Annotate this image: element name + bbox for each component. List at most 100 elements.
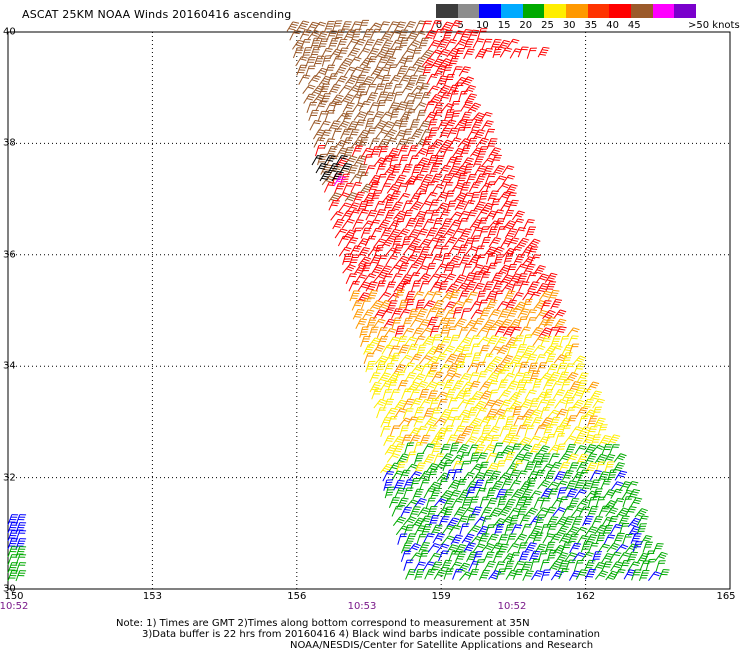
wind-barb	[535, 309, 547, 323]
wind-barb	[443, 459, 453, 473]
wind-barb	[392, 316, 402, 330]
wind-barb	[507, 236, 519, 250]
wind-barb	[579, 414, 589, 428]
wind-barb	[349, 279, 360, 293]
wind-barb	[332, 54, 343, 68]
wind-barb	[518, 436, 531, 450]
wind-barb	[525, 424, 534, 438]
latitude-label: 32	[3, 472, 16, 483]
wind-barb	[473, 200, 485, 214]
wind-barb	[406, 216, 417, 230]
wind-barb	[481, 236, 491, 250]
wind-barb	[428, 481, 441, 495]
wind-barb	[431, 523, 442, 537]
wind-barb	[393, 243, 403, 257]
wind-barb	[441, 102, 454, 116]
wind-barb	[473, 155, 483, 169]
wind-barb	[526, 225, 536, 239]
wind-barb	[494, 253, 504, 267]
wind-barb	[571, 506, 584, 520]
wind-barb	[434, 568, 446, 582]
wind-barb	[569, 380, 581, 394]
wind-barb	[510, 551, 520, 565]
wind-barb	[628, 488, 640, 502]
wind-barb	[545, 272, 557, 286]
wind-barb	[393, 515, 406, 529]
wind-barb	[479, 568, 490, 582]
wind-barb	[479, 415, 491, 429]
wind-barb	[404, 558, 414, 572]
wind-barb	[359, 136, 369, 150]
longitude-label: 153	[143, 591, 162, 602]
wind-barb	[469, 567, 480, 581]
wind-barb	[461, 381, 473, 395]
wind-barb	[381, 182, 392, 196]
wind-barb	[450, 333, 460, 347]
wind-barb	[419, 541, 430, 555]
wind-barb	[538, 46, 549, 60]
wind-barb	[545, 506, 556, 520]
wind-barb	[426, 307, 437, 321]
wind-barb	[441, 217, 452, 231]
wind-barb	[372, 189, 382, 203]
wind-barb	[353, 308, 364, 322]
wind-barb	[401, 541, 411, 555]
wind-barb	[381, 416, 392, 430]
wind-barb	[640, 534, 652, 548]
wind-barb	[659, 568, 669, 582]
wind-barb	[402, 235, 411, 249]
wind-barb	[493, 45, 502, 59]
wind-barb	[362, 261, 372, 275]
wind-barb	[363, 110, 374, 124]
wind-barb	[354, 190, 365, 204]
wind-barb	[344, 146, 354, 160]
wind-barb	[464, 47, 475, 61]
time-label-middle: 10:53	[348, 601, 377, 612]
wind-barb	[484, 398, 496, 412]
wind-barb	[419, 549, 429, 563]
wind-barb	[509, 479, 521, 493]
wind-barb	[456, 126, 466, 140]
wind-barb	[564, 362, 575, 376]
wind-barb	[443, 146, 454, 160]
wind-barb	[449, 489, 461, 503]
wind-barb	[374, 398, 387, 412]
wind-barb	[543, 378, 554, 392]
time-label-left: 10:52	[0, 601, 28, 612]
wind-barb	[468, 406, 478, 420]
wind-barb	[581, 551, 593, 565]
wind-barb	[438, 549, 449, 563]
wind-barb	[399, 308, 411, 322]
wind-barb	[440, 443, 450, 457]
wind-barb	[486, 523, 495, 537]
wind-barb	[410, 352, 422, 366]
wind-barb	[462, 156, 474, 170]
wind-barb	[384, 397, 394, 411]
wind-barb	[533, 378, 543, 392]
wind-barb	[409, 307, 419, 321]
wind-barb	[487, 532, 499, 546]
wind-barb	[465, 435, 478, 449]
wind-barb	[531, 558, 540, 572]
wind-barb	[464, 541, 476, 555]
wind-barb	[400, 424, 409, 438]
wind-barb	[564, 434, 577, 448]
longitude-label: 165	[716, 591, 735, 602]
wind-barb	[444, 424, 454, 438]
wind-barb	[593, 487, 603, 501]
wind-barb	[424, 453, 436, 467]
wind-barb	[468, 102, 481, 116]
longitude-label: 159	[432, 591, 451, 602]
wind-barbs	[8, 18, 670, 584]
wind-barb	[504, 559, 514, 573]
wind-barb	[422, 253, 433, 267]
latitude-label: 40	[3, 27, 16, 38]
wind-barb	[439, 477, 449, 491]
wind-barb	[455, 361, 464, 375]
wind-barb	[484, 245, 497, 259]
wind-barb	[358, 255, 371, 269]
wind-barb	[338, 234, 349, 248]
wind-barb	[513, 568, 523, 582]
wind-barb	[361, 297, 371, 311]
wind-barb	[470, 451, 479, 465]
